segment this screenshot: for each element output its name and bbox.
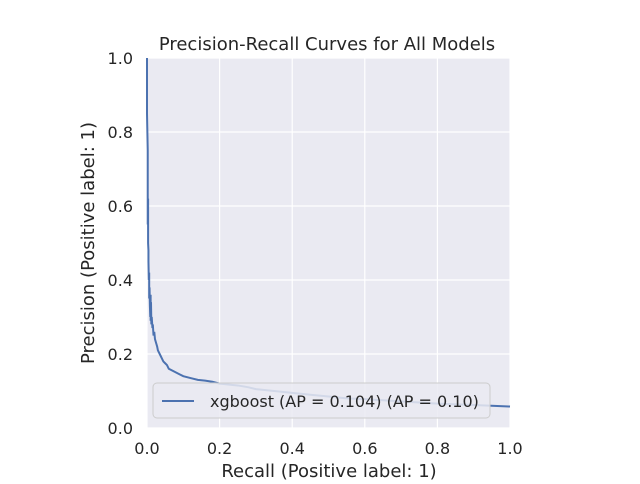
x-tick-label: 0.2 [207,439,232,458]
y-axis-label: Precision (Positive label: 1) [78,122,99,364]
grid-lines [146,57,511,429]
plot-area [147,58,510,428]
x-tick-label: 1.0 [497,439,522,458]
x-tick-label: 0.4 [279,439,304,458]
y-tick-label: 0.8 [108,123,133,142]
y-tick-label: 0.6 [108,197,133,216]
legend-box [152,382,491,419]
tick-labels: 0.0 0.2 0.4 0.6 0.8 1.0 0.0 0.2 0.4 0.6 0.8 1.0 [108,49,523,458]
y-tick-label: 1.0 [108,49,133,68]
x-tick-label: 0.6 [352,439,377,458]
x-axis-label: Recall (Positive label: 1) [221,461,436,480]
legend-label: xgboost (AP = 0.104) (AP = 0.10) [210,392,479,411]
y-tick-label: 0.4 [108,271,133,290]
chart-title: Precision-Recall Curves for All Models [159,34,495,55]
y-tick-label: 0.2 [108,345,133,364]
x-tick-label: 0.0 [134,439,159,458]
y-tick-label: 0.0 [108,419,133,438]
legend: xgboost (AP = 0.104) (AP = 0.10) [152,382,491,419]
x-tick-label: 0.8 [425,439,450,458]
